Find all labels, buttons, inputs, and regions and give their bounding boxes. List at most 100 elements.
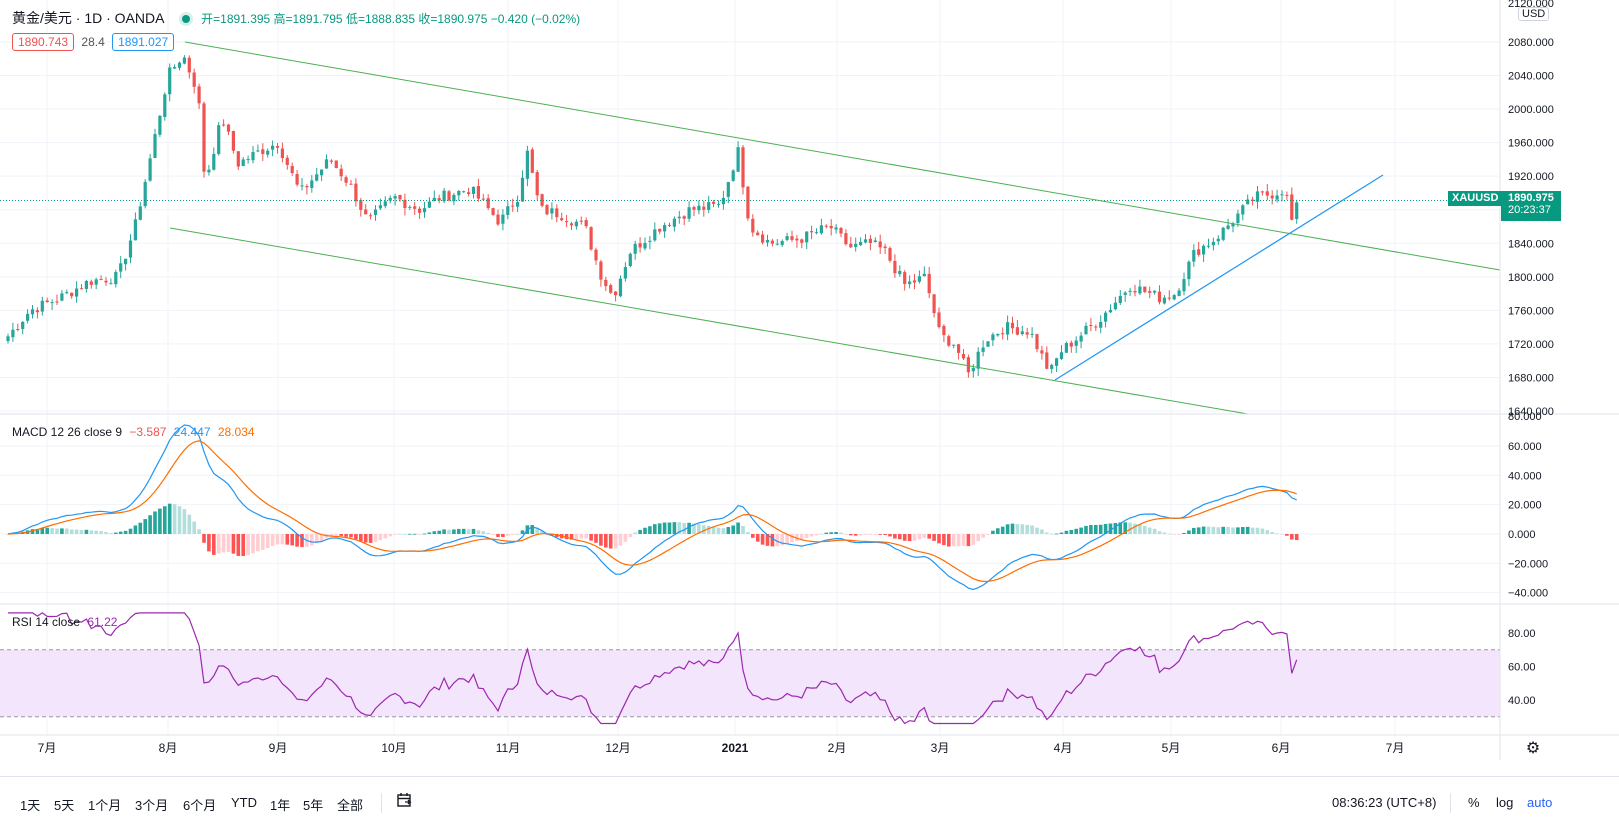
- macd-histogram-bar: [653, 524, 657, 534]
- macd-histogram-bar: [1138, 524, 1142, 534]
- chart-area[interactable]: 2080.000 2040.000 2000.000 1960.000 1920.000…: [0, 0, 1619, 760]
- candle: [491, 207, 495, 216]
- timeframe-6m[interactable]: 6个月: [183, 798, 217, 813]
- candle-body: [770, 240, 774, 244]
- macd-histogram-bar: [1025, 524, 1029, 534]
- macd-histogram-bar: [765, 534, 770, 546]
- rsi-axis-label: 60.00: [1508, 662, 1536, 674]
- candle-body: [182, 57, 186, 64]
- macd-histogram-bar: [564, 534, 569, 540]
- macd-line-value: 24.447: [173, 425, 211, 439]
- candle: [976, 347, 980, 377]
- macd-histogram-bar: [1089, 525, 1093, 534]
- candle: [16, 323, 20, 332]
- macd-histogram-bar: [726, 527, 731, 534]
- macd-histogram-bar: [212, 534, 216, 555]
- visibility-dot-icon[interactable]: [181, 15, 190, 23]
- candle: [383, 196, 387, 209]
- candle-body: [917, 276, 921, 282]
- macd-histogram-bar: [408, 533, 412, 535]
- candle-body: [1128, 290, 1132, 292]
- candle: [280, 142, 284, 163]
- macd-histogram-bar: [197, 529, 201, 534]
- candle-body: [658, 228, 662, 232]
- timeframe-3m[interactable]: 3个月: [135, 798, 169, 813]
- macd-histogram-bar: [1079, 527, 1083, 534]
- macd-histogram-bar: [1074, 528, 1078, 534]
- candle: [300, 177, 304, 191]
- candle-body: [1074, 340, 1078, 346]
- timeframe-5d[interactable]: 5天: [54, 798, 75, 813]
- candle-body: [266, 150, 270, 155]
- candle: [109, 278, 113, 285]
- macd-histogram-bar: [682, 523, 686, 534]
- timeframe-1y[interactable]: 1年: [270, 798, 291, 813]
- candle: [202, 101, 206, 178]
- goto-date-icon[interactable]: [396, 791, 414, 809]
- timeframe-1d[interactable]: 1天: [20, 798, 41, 813]
- macd-histogram-bar: [114, 532, 118, 534]
- candle-body: [481, 198, 485, 200]
- candle-body: [344, 177, 348, 183]
- macd-histogram-bar: [535, 527, 539, 534]
- percent-scale-toggle[interactable]: %: [1468, 795, 1480, 810]
- candle-body: [643, 243, 647, 249]
- bid-price-box[interactable]: 1890.743: [12, 33, 75, 51]
- candle-body: [756, 232, 760, 236]
- macd-histogram-bar: [422, 533, 427, 535]
- currency-label[interactable]: USD: [1518, 7, 1550, 21]
- gear-icon[interactable]: ⚙: [1525, 740, 1541, 757]
- timeframe-5y[interactable]: 5年: [303, 798, 324, 813]
- candle-body: [403, 199, 407, 209]
- timeframe-all[interactable]: 全部: [337, 798, 364, 813]
- timeframe-ytd[interactable]: YTD: [231, 795, 257, 810]
- macd-histogram-bar: [123, 530, 128, 534]
- macd-histogram-bar: [1118, 522, 1123, 534]
- macd-histogram-bar: [986, 534, 990, 535]
- macd-histogram-bar: [1187, 530, 1191, 534]
- macd-histogram-bar: [746, 532, 750, 534]
- candle-body: [912, 280, 917, 283]
- candle-body: [457, 190, 461, 196]
- candle: [756, 230, 760, 236]
- candle-body: [320, 169, 324, 176]
- candle: [285, 155, 289, 170]
- candle: [863, 234, 868, 244]
- macd-legend[interactable]: MACD 12 26 close 9 −3.587 24.447 28.034: [12, 425, 255, 439]
- candle: [996, 333, 1000, 337]
- rsi-legend[interactable]: RSI 14 close 61.22: [12, 615, 117, 629]
- drawing-tools[interactable]: [0, 41, 1501, 415]
- macd-histogram-bar: [540, 531, 544, 534]
- ask-price-box[interactable]: 1891.027: [112, 33, 175, 51]
- timeframe-1m[interactable]: 1个月: [88, 798, 122, 813]
- auto-scale-toggle[interactable]: auto: [1527, 795, 1553, 810]
- macd-histogram-bar: [1128, 522, 1132, 534]
- time-axis-label: 12月: [605, 741, 630, 755]
- clock-timezone[interactable]: 08:36:23 (UTC+8): [1332, 795, 1437, 810]
- macd-histogram-bar: [1035, 527, 1039, 534]
- macd-histogram-bar: [246, 534, 250, 556]
- log-scale-toggle[interactable]: log: [1496, 795, 1514, 810]
- candle: [11, 322, 15, 342]
- macd-histogram-bar: [971, 534, 976, 545]
- macd-histogram-bar: [888, 534, 892, 537]
- macd-histogram-bar: [275, 534, 280, 545]
- macd-histogram-bar: [373, 534, 378, 542]
- candle-body: [496, 214, 500, 225]
- candle: [1020, 325, 1024, 336]
- symbol-title[interactable]: 黄金/美元 · 1D · OANDA: [12, 10, 165, 26]
- macd-histogram-bar: [1059, 532, 1064, 534]
- candle: [658, 228, 662, 235]
- candle: [937, 307, 941, 329]
- candle-body: [516, 202, 520, 207]
- macd-hist-value: −3.587: [129, 425, 167, 439]
- candle: [672, 216, 676, 232]
- chart-canvas[interactable]: 2080.000 2040.000 2000.000 1960.000 1920.000…: [0, 0, 1619, 760]
- candle: [1241, 204, 1245, 221]
- rsi-axis-label: 40.00: [1508, 695, 1536, 707]
- macd-histogram-bar: [902, 534, 907, 541]
- candle: [726, 181, 730, 204]
- candle-body: [579, 220, 583, 222]
- macd-histogram-bar: [378, 534, 383, 541]
- candle: [614, 290, 618, 302]
